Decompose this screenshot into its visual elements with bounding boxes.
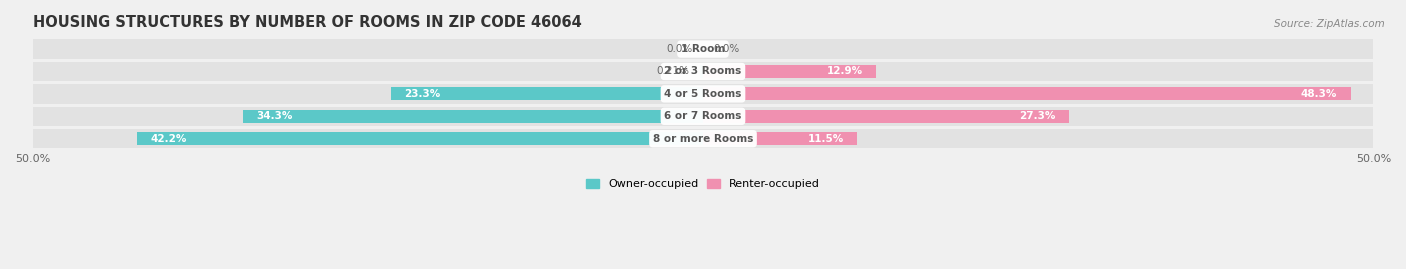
Bar [138, 132, 703, 145]
Text: 4 or 5 Rooms: 4 or 5 Rooms [664, 89, 742, 99]
Text: 23.3%: 23.3% [404, 89, 440, 99]
Text: 1 Room: 1 Room [681, 44, 725, 54]
Bar [700, 65, 703, 78]
Bar [703, 87, 1351, 100]
Bar [32, 84, 1374, 104]
Bar [32, 62, 1374, 81]
Text: Source: ZipAtlas.com: Source: ZipAtlas.com [1274, 19, 1385, 29]
Text: 2 or 3 Rooms: 2 or 3 Rooms [665, 66, 741, 76]
Bar [32, 40, 1374, 59]
Text: 0.0%: 0.0% [714, 44, 740, 54]
Text: 34.3%: 34.3% [256, 111, 292, 121]
Text: 0.21%: 0.21% [657, 66, 689, 76]
Text: 6 or 7 Rooms: 6 or 7 Rooms [664, 111, 742, 121]
Text: 11.5%: 11.5% [807, 134, 844, 144]
Bar [703, 110, 1069, 123]
Bar [243, 110, 703, 123]
Text: 8 or more Rooms: 8 or more Rooms [652, 134, 754, 144]
Bar [32, 129, 1374, 148]
Text: 27.3%: 27.3% [1019, 111, 1056, 121]
Text: 0.0%: 0.0% [666, 44, 692, 54]
Bar [703, 65, 876, 78]
Legend: Owner-occupied, Renter-occupied: Owner-occupied, Renter-occupied [581, 174, 825, 193]
Text: HOUSING STRUCTURES BY NUMBER OF ROOMS IN ZIP CODE 46064: HOUSING STRUCTURES BY NUMBER OF ROOMS IN… [32, 15, 581, 30]
Bar [32, 107, 1374, 126]
Bar [703, 132, 858, 145]
Bar [391, 87, 703, 100]
Text: 12.9%: 12.9% [827, 66, 862, 76]
Text: 48.3%: 48.3% [1301, 89, 1337, 99]
Text: 42.2%: 42.2% [150, 134, 187, 144]
